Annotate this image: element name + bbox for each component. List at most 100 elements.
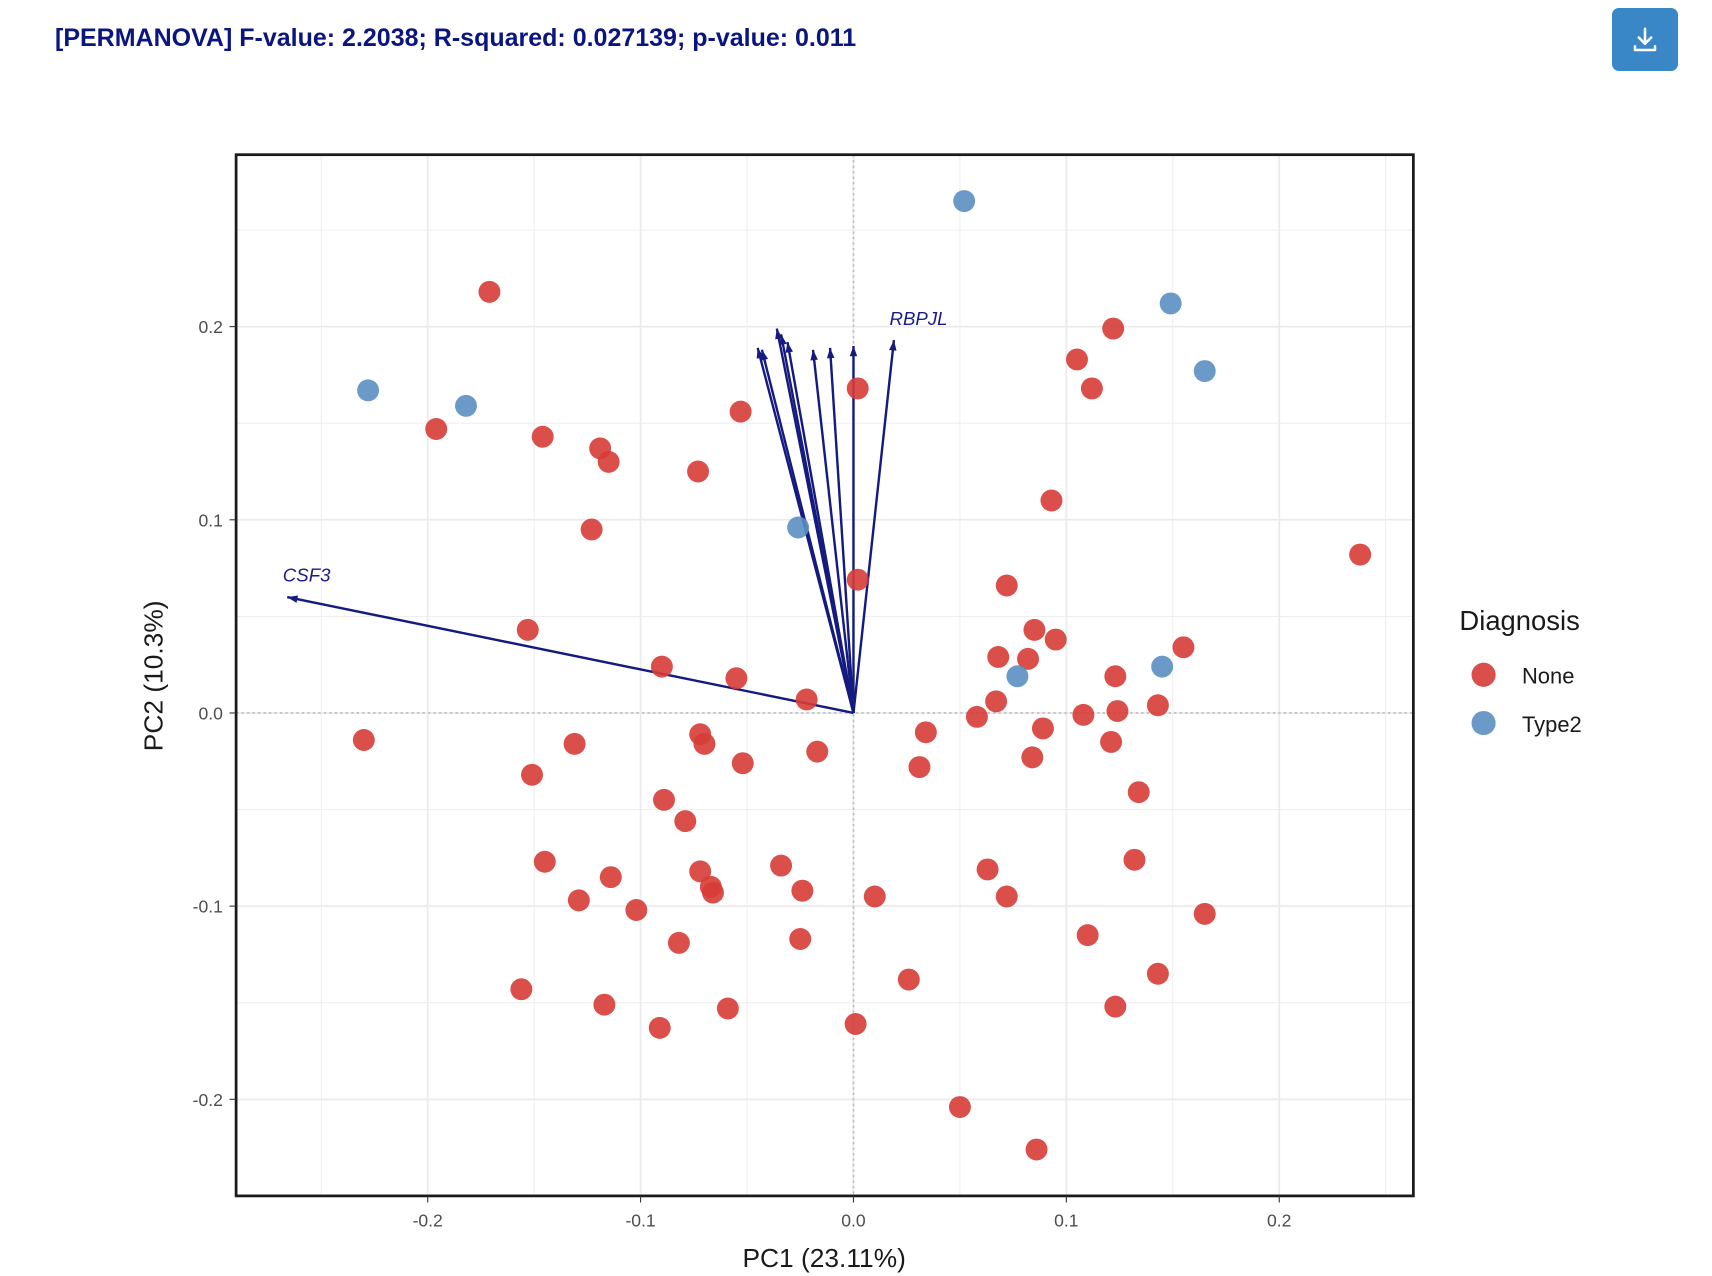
legend-label-none: None	[1522, 664, 1574, 689]
loading-arrowhead	[287, 595, 299, 603]
point-none	[687, 460, 710, 483]
point-none	[1146, 962, 1169, 985]
point-none	[516, 618, 539, 641]
x-tick-labels: -0.2 -0.1 0.0 0.1 0.2	[413, 1195, 1291, 1231]
point-none	[897, 968, 920, 991]
point-none	[1104, 995, 1127, 1018]
point-none	[1100, 730, 1123, 753]
point-none	[1066, 348, 1088, 371]
y-tick-label: 0.0	[199, 704, 224, 724]
point-none	[593, 993, 616, 1016]
point-none	[1040, 489, 1063, 512]
point-none	[1080, 377, 1103, 400]
loading-arrowhead	[779, 334, 787, 346]
panel-border	[234, 153, 1415, 1198]
point-none	[863, 885, 886, 908]
legend: Diagnosis None Type2	[1459, 605, 1581, 737]
download-icon	[1633, 27, 1657, 51]
point-none	[521, 763, 543, 786]
point-none	[674, 810, 697, 833]
y-tick-label: -0.1	[193, 897, 223, 917]
point-none	[795, 688, 818, 711]
point-type2	[1151, 655, 1174, 678]
download-button[interactable]	[1612, 8, 1678, 71]
point-none	[995, 885, 1018, 908]
point-none	[789, 928, 812, 950]
x-tick-label: -0.2	[413, 1211, 443, 1231]
point-none	[985, 690, 1008, 713]
point-none	[648, 1016, 671, 1039]
y-axis-label: PC2 (10.3%)	[139, 600, 169, 751]
x-tick-label: 0.1	[1054, 1211, 1078, 1231]
point-none	[531, 425, 554, 448]
loading-arrow	[786, 341, 855, 714]
legend-swatch-type2	[1471, 710, 1496, 736]
point-none	[844, 1013, 867, 1035]
legend-label-type2: Type2	[1522, 712, 1582, 737]
point-none	[1127, 781, 1150, 804]
point-none	[1025, 1138, 1048, 1161]
point-none	[1076, 924, 1099, 947]
point-none	[806, 740, 829, 763]
point-none	[1031, 717, 1054, 740]
loading-arrowhead	[760, 349, 769, 361]
point-none	[716, 997, 739, 1020]
point-none	[965, 705, 988, 728]
loading-arrowhead	[826, 347, 835, 359]
point-none	[693, 732, 716, 755]
point-none	[580, 518, 603, 541]
loading-arrow	[828, 347, 855, 714]
point-none	[1104, 665, 1127, 688]
point-type2	[787, 516, 810, 539]
y-tick-labels: -0.2 -0.1 0.0 0.1 0.2	[193, 317, 237, 1110]
point-none	[1146, 694, 1169, 717]
point-none	[478, 280, 501, 303]
loading-arrowhead	[810, 349, 818, 361]
x-tick-label: 0.0	[841, 1211, 866, 1231]
y-tick-label: -0.2	[193, 1090, 223, 1110]
x-tick-label: 0.2	[1267, 1211, 1291, 1231]
y-tick-label: 0.1	[199, 510, 223, 530]
point-type2	[1159, 292, 1182, 315]
point-none	[1102, 317, 1125, 340]
point-type2	[357, 379, 380, 402]
point-none	[725, 667, 748, 690]
point-none	[1044, 628, 1067, 651]
loading-arrow	[286, 595, 854, 715]
point-none	[667, 931, 690, 954]
point-type2	[455, 394, 477, 417]
point-none	[791, 879, 814, 902]
loading-arrowhead	[785, 342, 793, 353]
point-none	[597, 450, 620, 473]
point-none	[653, 788, 675, 811]
point-none	[976, 858, 999, 881]
permanova-summary: [PERMANOVA] F-value: 2.2038; R-squared: …	[55, 24, 857, 52]
point-none	[1106, 700, 1129, 723]
point-none	[1193, 902, 1216, 925]
point-none	[1349, 543, 1372, 566]
point-type2	[953, 190, 976, 213]
point-none	[729, 400, 752, 423]
point-none	[846, 568, 869, 591]
point-none	[731, 752, 754, 775]
loading-label-csf3: CSF3	[283, 565, 331, 586]
x-tick-label: -0.1	[625, 1211, 655, 1231]
point-none	[1023, 618, 1046, 641]
x-axis-label: PC1 (23.11%)	[742, 1243, 905, 1273]
point-none	[625, 899, 648, 921]
point-none	[1021, 746, 1044, 769]
point-none	[908, 756, 931, 779]
loading-arrowhead	[849, 345, 858, 357]
point-type2	[1193, 360, 1216, 383]
point-none	[914, 721, 937, 744]
point-none	[425, 418, 448, 440]
point-none	[1172, 636, 1195, 659]
point-none	[510, 978, 533, 1001]
point-none	[650, 655, 673, 678]
data-points	[352, 190, 1372, 1161]
point-none	[689, 860, 712, 883]
legend-title: Diagnosis	[1459, 605, 1579, 636]
loading-label-rbpjl: RBPJL	[890, 308, 948, 329]
point-none	[995, 574, 1018, 597]
point-none	[533, 850, 556, 873]
